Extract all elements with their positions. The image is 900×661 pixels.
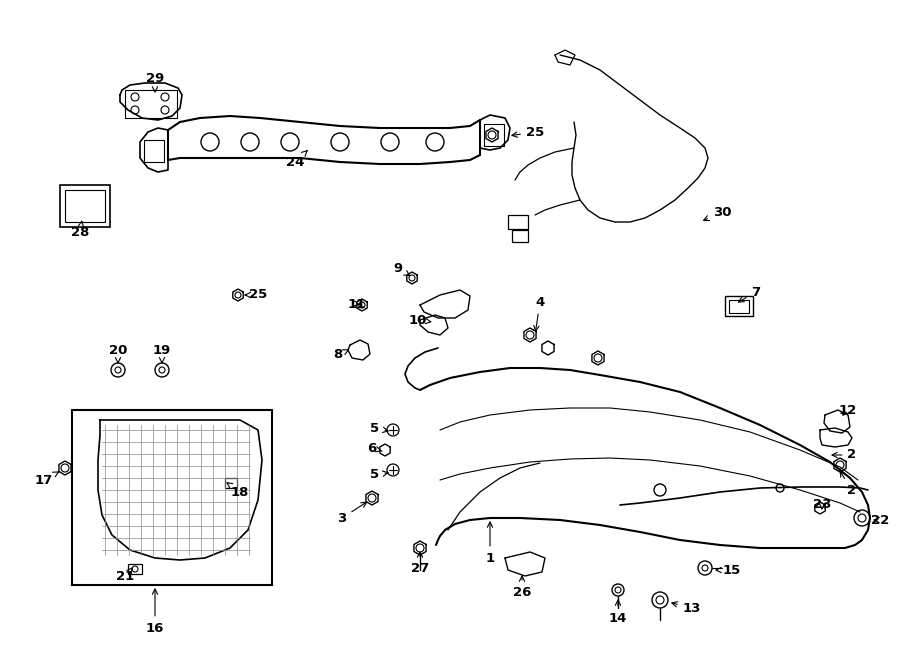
Text: 7: 7 xyxy=(739,286,760,302)
Text: 26: 26 xyxy=(513,576,531,598)
Text: 5: 5 xyxy=(371,469,388,481)
Bar xyxy=(60,185,110,227)
Text: 9: 9 xyxy=(393,262,410,276)
Bar xyxy=(128,564,142,574)
Bar xyxy=(484,124,504,146)
Bar xyxy=(725,296,753,316)
Bar xyxy=(512,230,528,242)
Text: 4: 4 xyxy=(534,295,544,331)
Text: 2: 2 xyxy=(832,449,857,461)
Text: 30: 30 xyxy=(704,206,731,221)
Text: 6: 6 xyxy=(367,442,382,455)
Text: 21: 21 xyxy=(116,568,134,584)
Text: 16: 16 xyxy=(146,589,164,635)
Bar xyxy=(72,410,272,585)
Text: 14: 14 xyxy=(608,600,627,625)
Text: 28: 28 xyxy=(71,221,89,239)
Text: 20: 20 xyxy=(109,344,127,363)
Text: 12: 12 xyxy=(839,403,857,416)
Text: 17: 17 xyxy=(35,472,58,486)
Text: 3: 3 xyxy=(338,502,366,524)
Text: 8: 8 xyxy=(333,348,348,362)
Text: 10: 10 xyxy=(409,313,431,327)
Text: 18: 18 xyxy=(227,483,249,498)
Bar xyxy=(508,215,528,229)
Bar xyxy=(125,90,177,118)
Text: 25: 25 xyxy=(512,126,544,139)
Bar xyxy=(65,190,105,222)
Text: 25: 25 xyxy=(245,288,267,301)
Text: 19: 19 xyxy=(153,344,171,363)
Text: 13: 13 xyxy=(672,602,701,615)
Text: 23: 23 xyxy=(813,498,832,512)
Text: 27: 27 xyxy=(411,552,429,574)
Text: 29: 29 xyxy=(146,71,164,92)
Bar xyxy=(144,140,164,162)
Text: 11: 11 xyxy=(348,297,366,311)
Text: 1: 1 xyxy=(485,522,495,564)
Text: 5: 5 xyxy=(371,422,388,434)
Text: 22: 22 xyxy=(871,514,889,527)
Text: 15: 15 xyxy=(716,563,741,576)
Bar xyxy=(225,478,237,488)
Text: 2: 2 xyxy=(841,471,857,496)
Bar xyxy=(729,300,749,313)
Text: 24: 24 xyxy=(286,151,307,169)
